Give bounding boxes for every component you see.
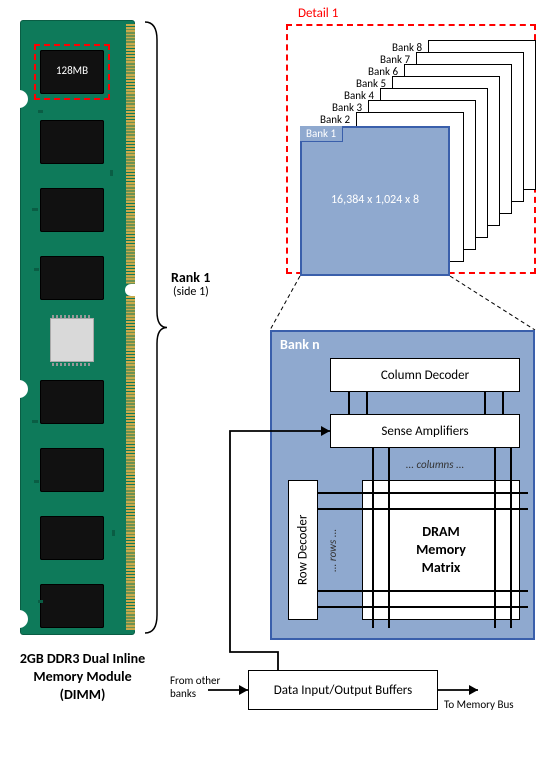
matrix-l1: DRAM: [422, 523, 459, 541]
dimm-ic-pin: [84, 363, 86, 366]
dimm-ic-pin: [84, 315, 86, 318]
dimm-ic-pin: [64, 315, 66, 318]
bank-card-label: Bank 1: [300, 126, 343, 142]
grid-v: [372, 448, 374, 628]
dimm-ic-pin: [80, 315, 82, 318]
dimm-chip: [40, 256, 104, 300]
bank-front-text: 16,384 x 1,024 x 8: [300, 193, 450, 207]
row-decoder-label: Row Decoder: [288, 480, 318, 620]
dimm-chip: [40, 188, 104, 232]
dimm-ic-pin: [88, 363, 90, 366]
grid-v: [494, 448, 496, 628]
sense-amplifiers-label: Sense Amplifiers: [330, 414, 520, 448]
dimm-smd: [32, 420, 38, 423]
grid-h: [318, 590, 528, 592]
dimm-smd: [38, 110, 43, 113]
dimm-caption-l2: Memory Module: [0, 668, 165, 686]
dimm-caption: 2GB DDR3 Dual InlineMemory Module(DIMM): [0, 650, 165, 704]
dimm-chip: [40, 120, 104, 164]
dimm-ic-pin: [76, 363, 78, 366]
dimm-ic-pin: [60, 315, 62, 318]
dram-matrix-label: DRAMMemoryMatrix: [362, 480, 520, 620]
dimm-smd: [32, 208, 38, 211]
dimm-smd: [34, 480, 39, 483]
dimm-smd: [112, 530, 115, 536]
rank-bracket: [143, 20, 169, 635]
to-memory-bus-label: To Memory Bus: [444, 698, 514, 711]
dimm-ic-pin: [56, 363, 58, 366]
dimm-ic-pin: [64, 363, 66, 366]
dimm-smd: [34, 268, 39, 271]
dimm-ic-pin: [68, 363, 70, 366]
conn-v: [366, 392, 368, 414]
grid-v: [510, 448, 512, 628]
dimm-chip: [40, 380, 104, 424]
dimm-ic-pin: [68, 315, 70, 318]
columns-label: ... columns ...: [370, 458, 500, 471]
dimm-contacts-bot: [126, 296, 135, 631]
dimm-chip: [40, 584, 104, 628]
dimm-chip: [40, 448, 104, 492]
dimm-ic-pin: [72, 315, 74, 318]
dimm-ic-pin: [52, 363, 54, 366]
grid-h: [318, 492, 528, 494]
dimm-ic-pin: [60, 363, 62, 366]
rank-label: Rank 1: [171, 269, 210, 286]
dimm-ic-pin: [56, 315, 58, 318]
dimm-ic-pin: [72, 363, 74, 366]
from-other-banks-label: From other banks: [170, 674, 240, 700]
dimm-smd: [38, 600, 43, 603]
conn-v: [502, 392, 504, 414]
rank-sublabel: (side 1): [173, 285, 209, 299]
bank-n-title: Bank n: [280, 336, 320, 353]
dimm-ic-pin: [52, 315, 54, 318]
grid-h: [318, 508, 528, 510]
dimm-caption-l3: (DIMM): [0, 686, 165, 704]
detail1-title: Detail 1: [298, 6, 338, 21]
dimm-ic-pin: [76, 315, 78, 318]
dimm-smd: [110, 170, 113, 176]
conn-v: [484, 392, 486, 414]
dimm-key-notch: [125, 284, 137, 296]
dimm-contacts-top: [126, 24, 135, 284]
grid-v: [388, 448, 390, 628]
column-decoder-label: Column Decoder: [330, 358, 520, 392]
dimm-ic-pin: [80, 363, 82, 366]
conn-v: [348, 392, 350, 414]
io-buffers-label: Data Input/Output Buffers: [248, 670, 438, 710]
grid-h: [318, 606, 528, 608]
dimm-ic-pin: [88, 315, 90, 318]
matrix-l3: Matrix: [422, 559, 461, 577]
chip-highlight-label: 128MB: [40, 64, 104, 77]
dimm-chip: [40, 516, 104, 560]
dimm-ic: [50, 318, 94, 362]
matrix-l2: Memory: [416, 541, 466, 559]
dimm-caption-l1: 2GB DDR3 Dual Inline: [0, 650, 165, 668]
